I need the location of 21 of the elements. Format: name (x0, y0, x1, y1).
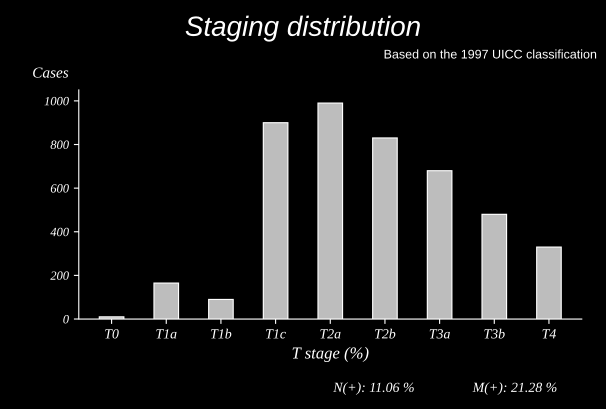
y-tick-label: 1000 (44, 96, 69, 106)
x-tick-label: T1b (211, 328, 232, 339)
y-tick-label: 400 (50, 228, 69, 236)
x-tick-label: T1a (156, 329, 177, 339)
x-axis-title: T stage (%) (292, 346, 368, 362)
chart-subtitle: Based on the 1997 UICC classification (384, 49, 596, 59)
y-tick-label: 600 (50, 184, 69, 193)
x-tick-label: T1c (266, 329, 286, 339)
x-tick-label: T4 (542, 329, 556, 338)
x-tick-label: T3a (430, 329, 450, 339)
y-tick-label: 800 (50, 140, 69, 149)
x-tick-label: T0 (105, 329, 119, 339)
chart-title: Staging distribution (186, 16, 420, 42)
x-tick-label: T2b (375, 328, 396, 339)
text: M(+): 21.28 % (472, 382, 556, 395)
x-tick-label: T3b (484, 328, 505, 339)
y-tick-label: 0 (63, 315, 69, 324)
x-tick-label: T2a (320, 329, 341, 339)
y-tick-label: 200 (50, 271, 69, 280)
text: N(+): 11.06 % (333, 382, 414, 395)
y-axis-title: Cases (33, 67, 68, 78)
